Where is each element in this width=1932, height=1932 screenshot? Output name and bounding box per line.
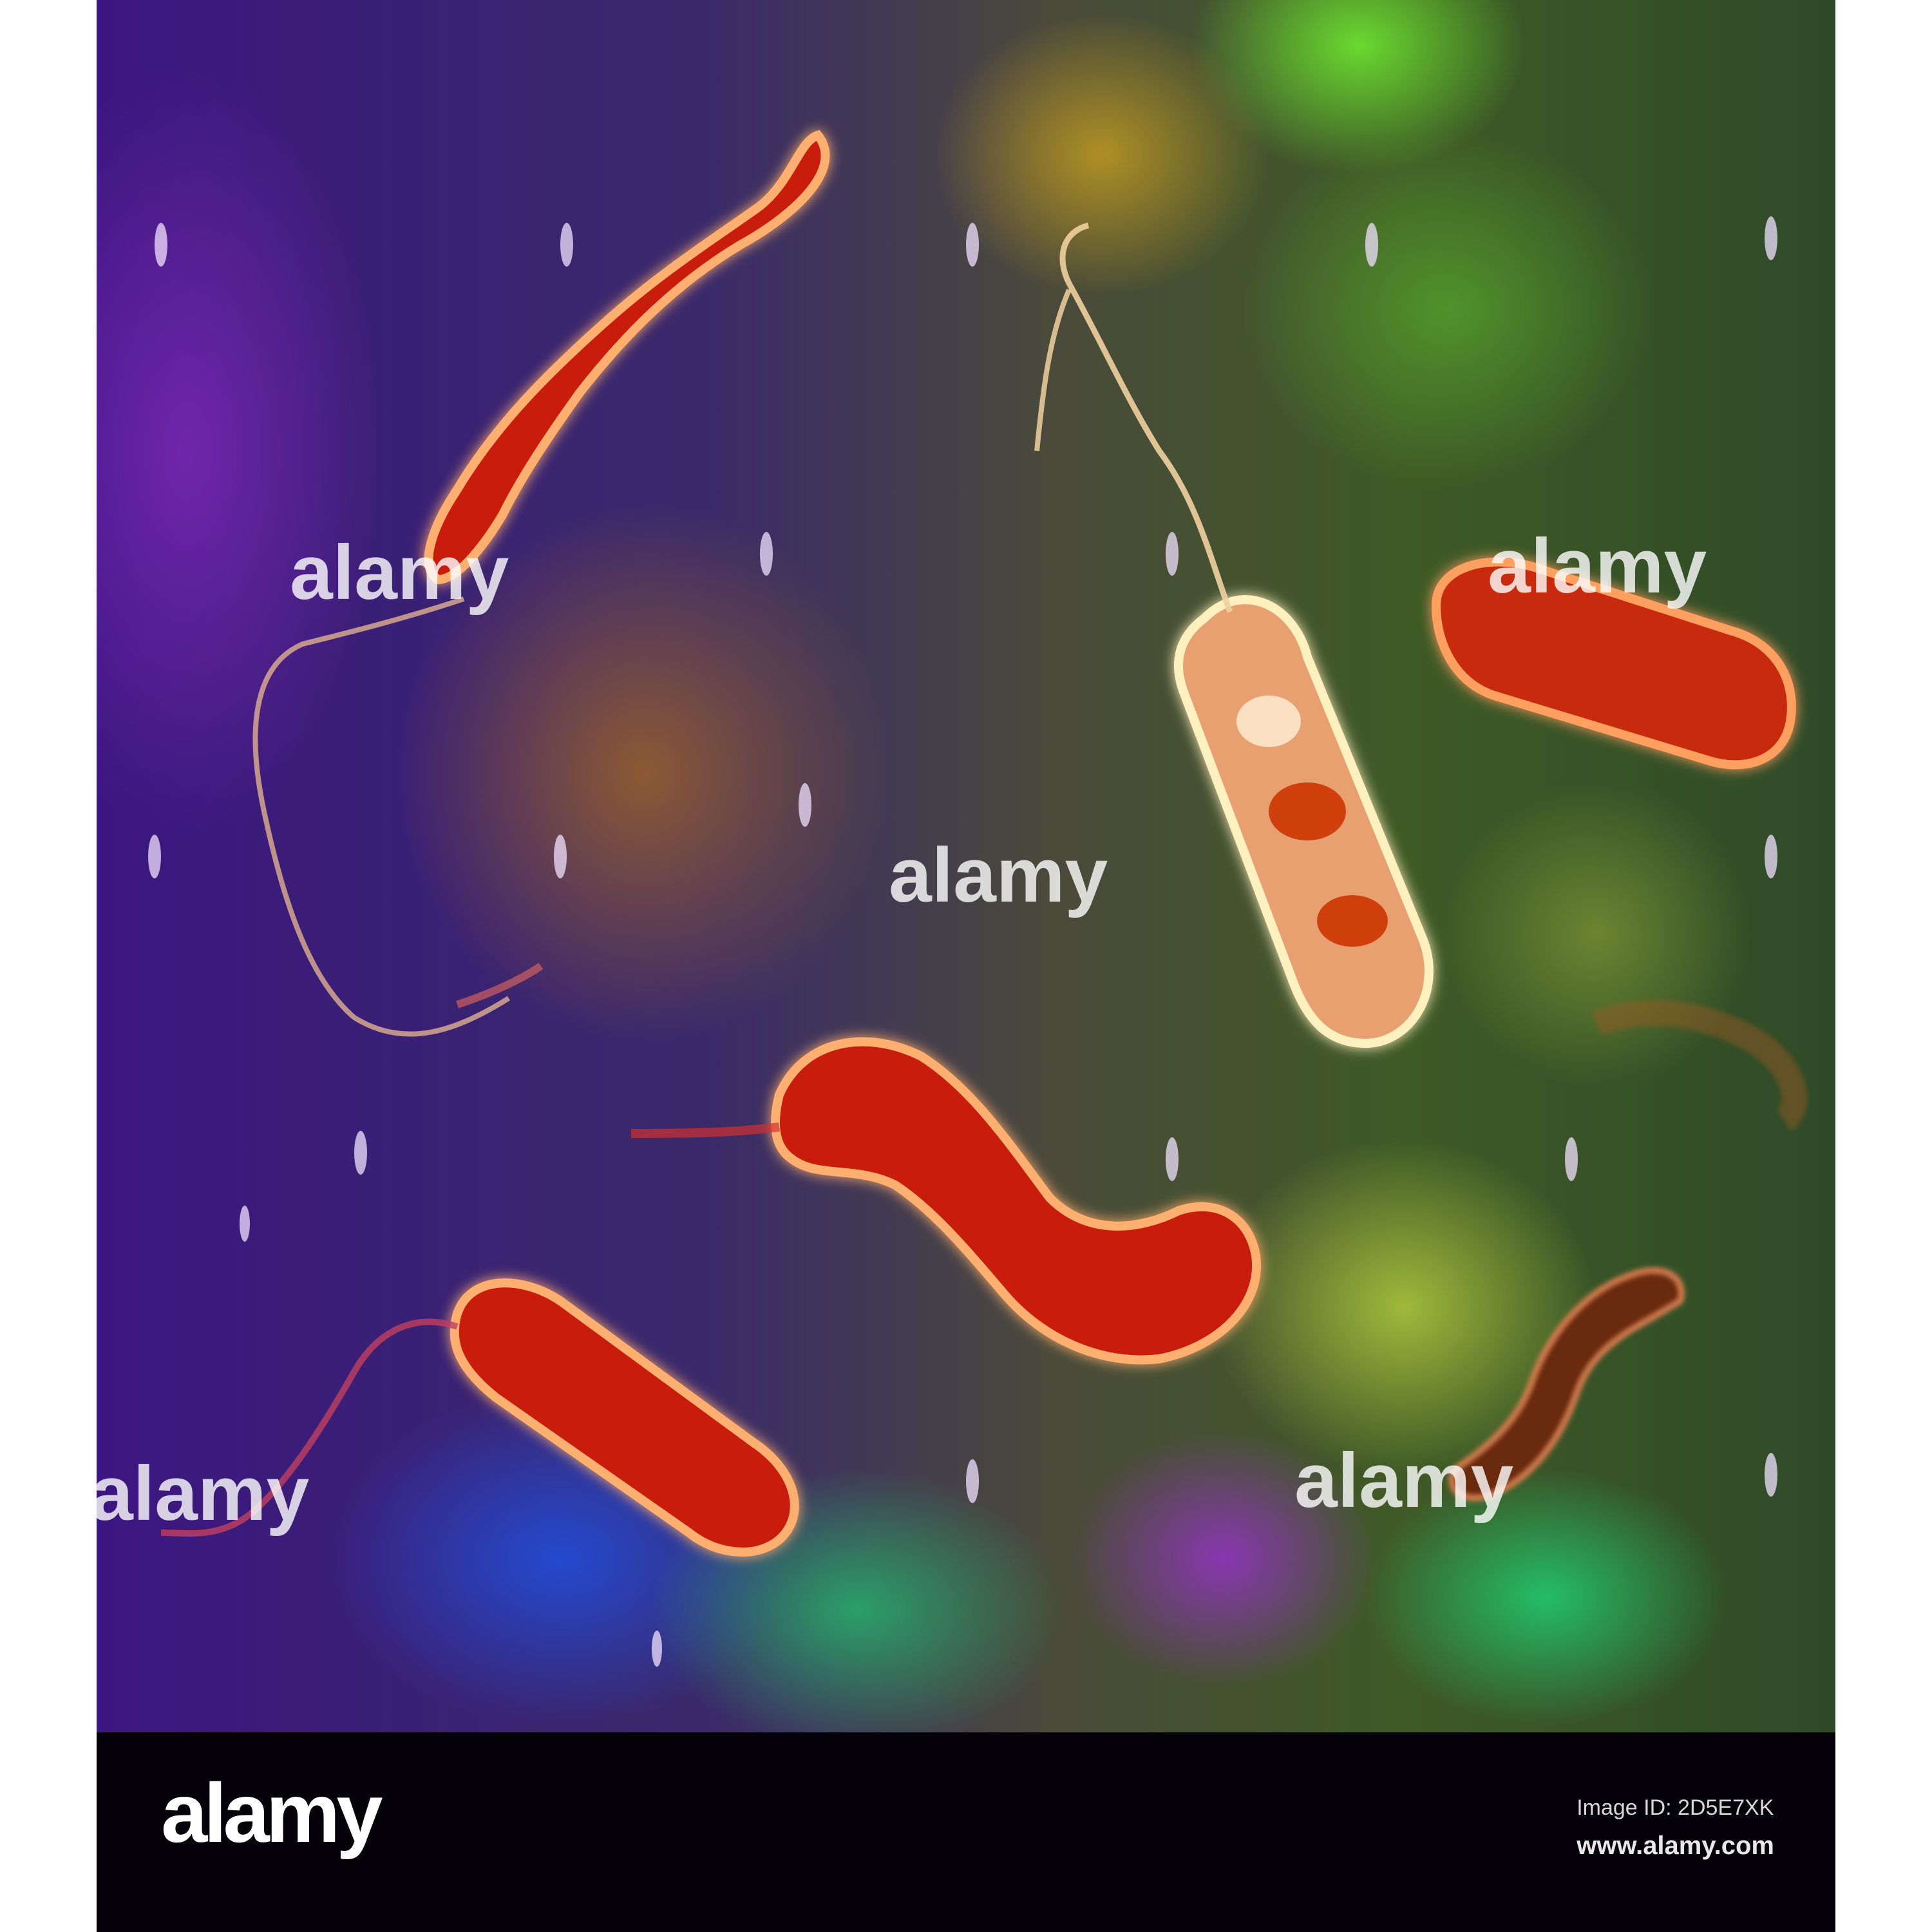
watermark-4: alamy [97,1450,310,1537]
flagellum-2 [1059,222,1233,613]
watermark-2: alamy [889,832,1108,918]
glow-purple-bottom [1069,1430,1378,1687]
bacterium-2 [1174,595,1434,1048]
glow-lime-right [1211,1140,1597,1475]
bacterium-6 [1448,1267,1685,1501]
bacterium-3 [1431,557,1796,770]
image-id: Image ID: 2D5E7XK [1577,1795,1774,1820]
bacteria-illustration: alamy alamy alamy alamy alamy [97,0,1835,1732]
glow-green-mid [1243,129,1655,489]
flagellum-1b [456,963,544,1009]
flagellum-2b [1034,289,1072,451]
glow-lime-mid [1443,779,1752,1088]
bacterium-5 [450,1278,799,1557]
watermark-3: alamy [1488,523,1707,609]
bacterium-4 [771,1037,1262,1365]
flagellum-5 [160,1318,459,1537]
glow-yellow-top [934,13,1269,296]
stock-footer: alamy Image ID: 2D5E7XK www.alamy.com [97,1732,1835,1932]
stock-image-frame: alamy alamy alamy alamy alamy alamy Imag… [97,0,1835,1932]
image-info: Image ID: 2D5E7XK www.alamy.com [1577,1790,1774,1866]
flagellum-1 [252,596,511,1037]
flagellum-4 [630,1122,780,1138]
site-url: www.alamy.com [1577,1832,1774,1861]
bacterium-1 [424,129,830,585]
watermark-1: alamy [290,529,509,616]
glow-orange-left [399,502,889,1043]
particles [148,216,1777,1667]
blurred-bacterium-right [1592,1000,1808,1132]
glow-teal-right [1365,1468,1726,1726]
watermark-5: alamy [1294,1437,1514,1524]
watermark-overlays: alamy alamy alamy alamy alamy [97,523,1707,1537]
alamy-logo: alamy [161,1766,383,1860]
